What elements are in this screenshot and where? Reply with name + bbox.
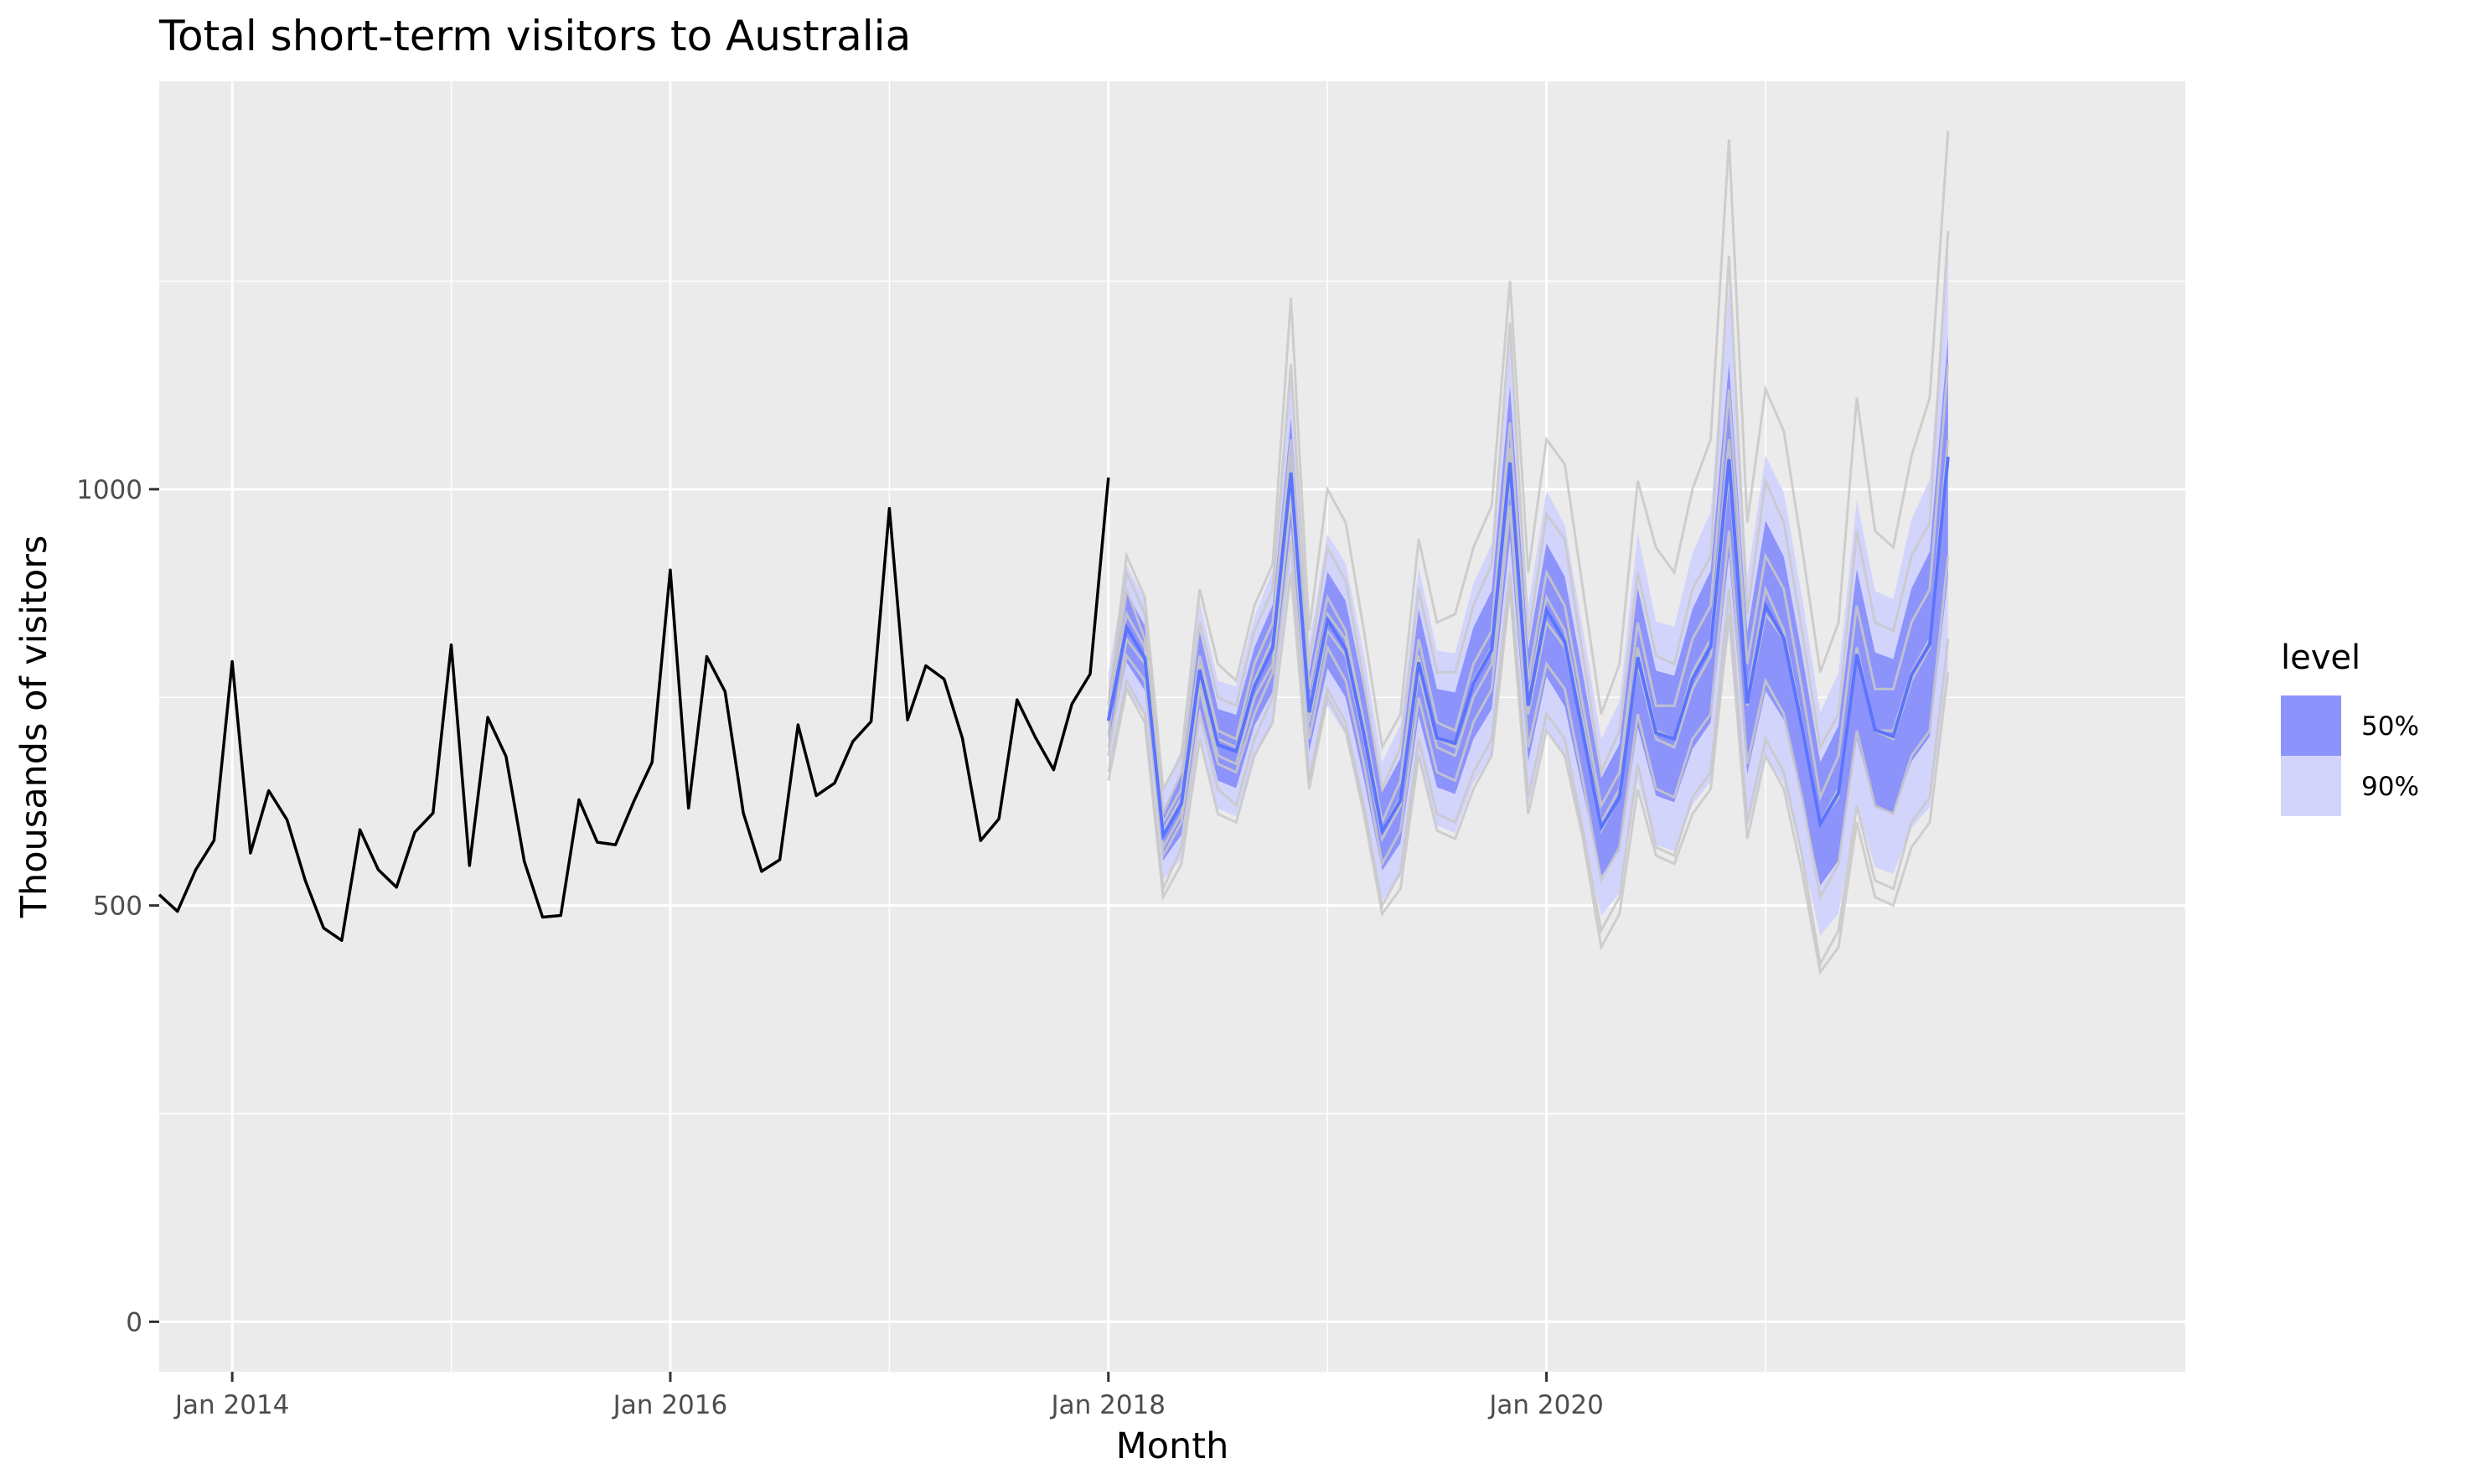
x-tick-label: Jan 2020 bbox=[1487, 1390, 1604, 1420]
sample-path-line bbox=[1107, 539, 1950, 968]
y-axis-title: Thousands of visitors bbox=[13, 535, 55, 919]
legend-label-50: 50% bbox=[2361, 711, 2419, 742]
legend-key-50 bbox=[2281, 695, 2341, 756]
sample-path-line bbox=[1107, 497, 1950, 902]
y-tick-label: 1000 bbox=[76, 475, 142, 505]
legend: level 50% 90% bbox=[2281, 639, 2419, 816]
history-line bbox=[158, 477, 1110, 943]
sample-path-line bbox=[1107, 230, 1950, 814]
forecast-mean-layer bbox=[1106, 456, 1950, 841]
x-tick-label: Jan 2016 bbox=[612, 1390, 728, 1420]
x-axis: Jan 2014 Jan 2016 Jan 2018 Jan 2020 bbox=[173, 1372, 1604, 1420]
x-tick-label: Jan 2014 bbox=[173, 1390, 290, 1420]
x-axis-title: Month bbox=[1116, 1425, 1229, 1467]
legend-title: level bbox=[2281, 639, 2360, 677]
forecast-mean-line bbox=[1106, 456, 1950, 841]
sample-path-line bbox=[1107, 572, 1950, 975]
y-tick-label: 500 bbox=[93, 892, 142, 922]
x-tick-label: Jan 2018 bbox=[1049, 1390, 1166, 1420]
y-axis: 0 500 1000 bbox=[76, 475, 159, 1337]
history-layer bbox=[158, 477, 1110, 943]
y-tick-label: 0 bbox=[126, 1307, 142, 1337]
sample-path-line bbox=[1107, 131, 1950, 794]
legend-key-90 bbox=[2281, 756, 2341, 816]
grid-minor bbox=[159, 81, 2185, 1372]
legend-label-90: 90% bbox=[2361, 772, 2419, 802]
chart-title: Total short-term visitors to Australia bbox=[158, 12, 911, 60]
